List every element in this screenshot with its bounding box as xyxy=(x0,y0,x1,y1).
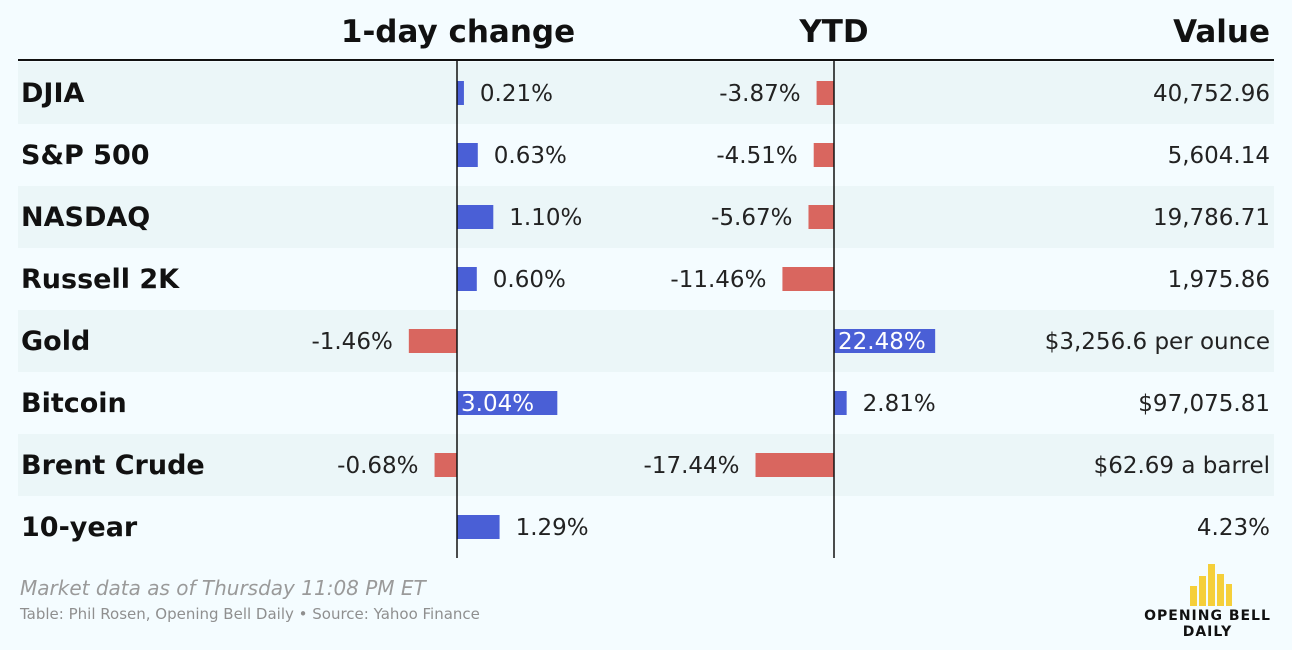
value-nasdaq: 19,786.71 xyxy=(1153,205,1270,231)
label-change-1d-brent-crude: -0.68% xyxy=(337,453,418,479)
value-djia: 40,752.96 xyxy=(1153,81,1270,107)
header-ytd: YTD xyxy=(798,14,868,50)
bar-change-1d-gold xyxy=(408,329,457,353)
bar-change-1d-russell-2k xyxy=(457,267,477,291)
row-label-russell-2k: Russell 2K xyxy=(21,264,180,295)
label-change-1d-10-year: 1.29% xyxy=(516,515,589,541)
bar-ytd-russell-2k xyxy=(782,267,834,291)
row-band-gold xyxy=(18,310,1274,372)
label-change-1d-bitcoin: 3.04% xyxy=(461,391,534,417)
row-label-nasdaq: NASDAQ xyxy=(21,202,150,233)
label-ytd-bitcoin: 2.81% xyxy=(863,391,936,417)
bar-ytd-djia xyxy=(816,81,834,105)
label-ytd-nasdaq: -5.67% xyxy=(711,205,792,231)
bar-change-1d-brent-crude xyxy=(434,453,457,477)
value-10-year: 4.23% xyxy=(1197,515,1270,541)
row-label-djia: DJIA xyxy=(21,78,85,109)
bar-change-1d-bitcoin xyxy=(457,391,558,415)
bar-change-1d-10-year xyxy=(457,515,500,539)
row-band-nasdaq xyxy=(18,186,1274,248)
label-change-1d-djia: 0.21% xyxy=(480,81,553,107)
label-change-1d-nasdaq: 1.10% xyxy=(509,205,582,231)
label-change-1d-gold: -1.46% xyxy=(311,329,392,355)
source-credit: Table: Phil Rosen, Opening Bell Daily • … xyxy=(20,605,480,623)
row-label-gold: Gold xyxy=(21,326,90,357)
bar-change-1d-nasdaq xyxy=(457,205,494,229)
bar-change-1d-djia xyxy=(457,81,464,105)
label-ytd-russell-2k: -11.46% xyxy=(670,267,766,293)
value-s-p-500: 5,604.14 xyxy=(1168,143,1270,169)
row-label-bitcoin: Bitcoin xyxy=(21,388,127,419)
value-brent-crude: $62.69 a barrel xyxy=(1094,453,1270,479)
value-russell-2k: 1,975.86 xyxy=(1168,267,1270,293)
label-change-1d-russell-2k: 0.60% xyxy=(493,267,566,293)
label-ytd-s-p-500: -4.51% xyxy=(716,143,797,169)
header-1day-change: 1-day change xyxy=(341,14,575,50)
logo-bars-icon xyxy=(1190,564,1232,606)
opening-bell-daily-logo: OPENING BELL DAILY xyxy=(1130,560,1285,642)
row-label-10-year: 10-year xyxy=(21,512,138,543)
bar-change-1d-s-p-500 xyxy=(457,143,478,167)
row-label-s-p-500: S&P 500 xyxy=(21,140,150,171)
bar-ytd-bitcoin xyxy=(834,391,847,415)
market-data-note: Market data as of Thursday 11:08 PM ET xyxy=(20,576,426,600)
bar-ytd-brent-crude xyxy=(755,453,834,477)
label-ytd-djia: -3.87% xyxy=(719,81,800,107)
row-band-djia xyxy=(18,62,1274,124)
row-band-brent-crude xyxy=(18,434,1274,496)
label-change-1d-s-p-500: 0.63% xyxy=(494,143,567,169)
bar-ytd-s-p-500 xyxy=(813,143,834,167)
bar-ytd-gold xyxy=(834,329,936,353)
value-bitcoin: $97,075.81 xyxy=(1138,391,1270,417)
logo-wordmark: OPENING BELL DAILY xyxy=(1144,608,1271,640)
label-ytd-brent-crude: -17.44% xyxy=(644,453,740,479)
row-label-brent-crude: Brent Crude xyxy=(21,450,205,481)
label-ytd-gold: 22.48% xyxy=(838,329,926,355)
value-gold: $3,256.6 per ounce xyxy=(1045,329,1270,355)
bar-ytd-nasdaq xyxy=(808,205,834,229)
header-value: Value xyxy=(1173,14,1270,50)
